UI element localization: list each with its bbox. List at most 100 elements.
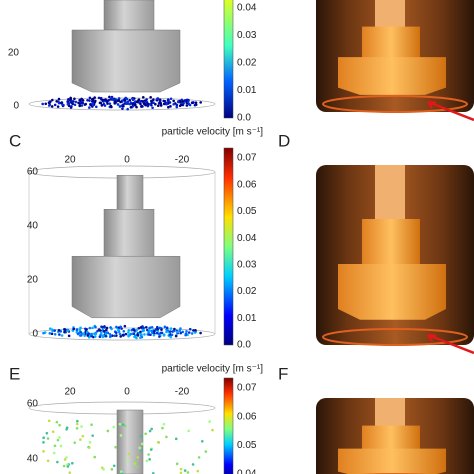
particle — [131, 98, 135, 102]
particle — [83, 103, 87, 106]
particle — [78, 334, 82, 337]
particle — [165, 102, 169, 106]
particle — [53, 329, 57, 332]
particle — [158, 326, 162, 330]
particle — [148, 329, 151, 333]
particle — [99, 96, 103, 100]
particle — [149, 96, 152, 99]
colorbar-tick-label: 0.04 — [237, 469, 257, 474]
particle — [124, 96, 128, 100]
particle — [146, 102, 149, 105]
particle — [50, 332, 54, 336]
particle — [83, 334, 86, 337]
particle — [178, 329, 182, 332]
particle — [126, 459, 129, 462]
particle — [114, 331, 118, 335]
particle — [97, 328, 101, 331]
colorbar-tick-label: 0.0 — [237, 340, 251, 351]
particle — [106, 102, 109, 105]
photo-bottom — [322, 328, 468, 346]
colorbar — [223, 377, 234, 474]
particle — [141, 96, 145, 99]
particle — [155, 331, 159, 335]
particle — [156, 440, 160, 444]
particle — [78, 104, 82, 108]
particle — [162, 422, 166, 426]
particle — [149, 333, 152, 337]
particle — [167, 105, 170, 109]
particle — [170, 333, 174, 337]
particle — [87, 332, 91, 335]
colorbar — [223, 0, 234, 119]
particle — [161, 426, 164, 430]
particle — [69, 97, 73, 101]
particle — [175, 330, 179, 334]
particle — [201, 439, 204, 443]
y-tick-label: 20 — [8, 48, 20, 59]
particle — [73, 103, 77, 107]
colorbar-tick-label: 0.04 — [237, 233, 257, 244]
particle — [185, 329, 188, 333]
particle — [149, 448, 153, 451]
particle — [42, 450, 45, 453]
particle — [187, 331, 191, 334]
particle — [112, 98, 115, 102]
particle — [118, 422, 122, 426]
particle — [101, 334, 105, 337]
particle — [127, 328, 131, 332]
y-tick-label: 60 — [27, 167, 39, 178]
particle — [105, 326, 109, 330]
particle — [100, 331, 103, 335]
particle — [51, 98, 54, 102]
particle — [185, 104, 189, 107]
particle — [117, 97, 121, 100]
particle — [78, 98, 82, 102]
particle — [129, 105, 133, 109]
particle — [156, 104, 160, 108]
particle — [184, 333, 187, 337]
particle — [109, 104, 113, 108]
panel-label: D — [278, 131, 290, 150]
particle — [116, 328, 120, 332]
colorbar-tick-label: 0.07 — [237, 153, 257, 164]
particle — [174, 334, 178, 338]
particle — [104, 98, 107, 101]
photo-bottom — [322, 95, 468, 113]
particle — [94, 332, 97, 336]
arrow — [426, 100, 474, 122]
photo-shaft — [375, 398, 405, 431]
particle — [66, 102, 70, 106]
particle — [76, 419, 79, 423]
particle — [110, 468, 114, 471]
particle — [156, 329, 160, 333]
impeller-blades — [71, 255, 181, 319]
y-tick-label: 40 — [27, 221, 39, 232]
particle — [142, 102, 146, 105]
particle — [121, 423, 125, 426]
particle — [91, 434, 94, 437]
particle — [156, 97, 159, 100]
panel-label: F — [278, 364, 288, 383]
particle — [194, 101, 198, 104]
y-tick-label: 20 — [27, 275, 39, 286]
particle — [57, 328, 61, 332]
particle — [127, 452, 131, 456]
particle — [135, 465, 139, 468]
particle — [81, 434, 85, 438]
particle — [193, 103, 197, 107]
particle — [139, 326, 143, 329]
particle — [169, 327, 173, 330]
colorbar-title: particle velocity [m s⁻¹] — [162, 127, 264, 138]
x-tick-label: -20 — [175, 155, 190, 166]
particle — [89, 332, 93, 336]
particle — [128, 98, 132, 102]
particle — [108, 95, 111, 99]
particle — [173, 327, 176, 331]
particle — [139, 330, 142, 334]
particle — [118, 332, 122, 336]
particle — [148, 429, 152, 433]
impeller-shaft — [103, 0, 155, 31]
particle — [88, 441, 92, 444]
particle — [78, 328, 82, 332]
particle — [58, 423, 61, 427]
